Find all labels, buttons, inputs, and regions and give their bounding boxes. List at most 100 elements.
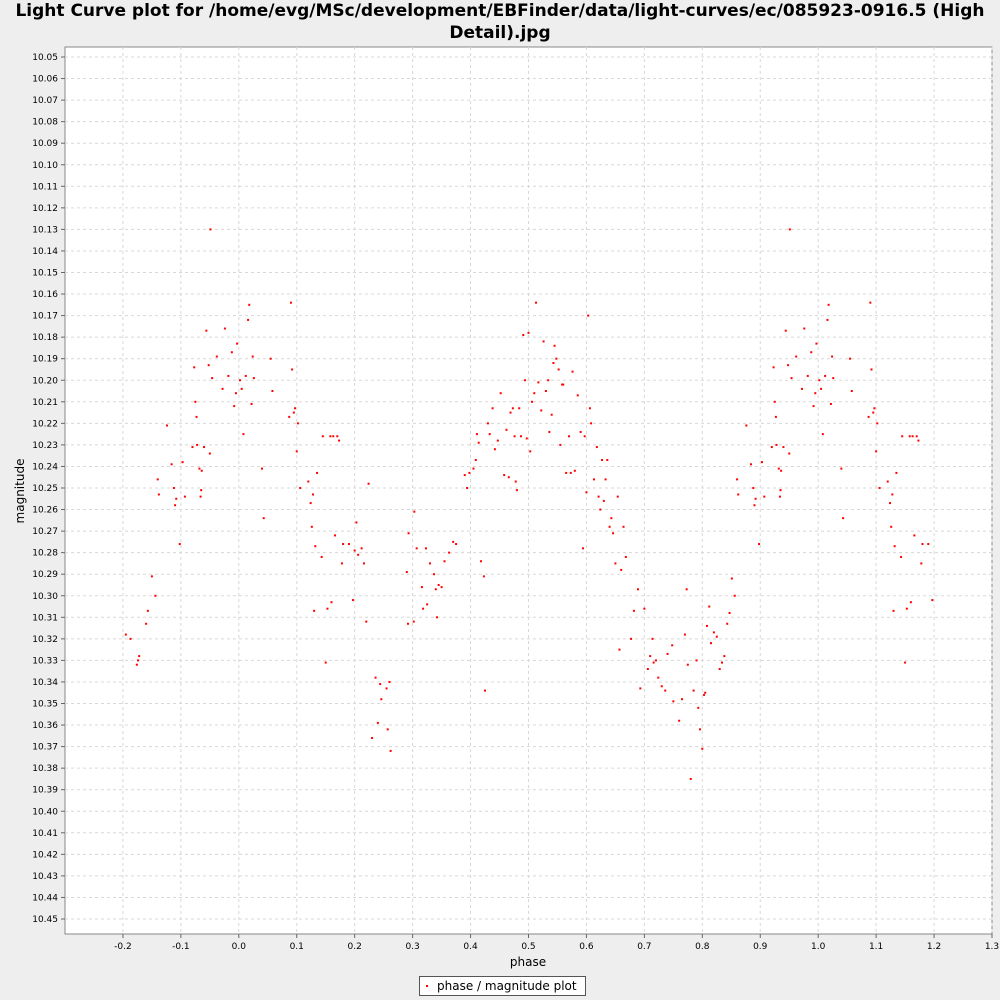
x-tick-label: 1.2 xyxy=(927,942,941,952)
data-point xyxy=(547,379,550,382)
data-point xyxy=(251,355,254,358)
data-point xyxy=(221,387,224,390)
data-point xyxy=(555,357,558,360)
data-point xyxy=(618,648,621,651)
data-point xyxy=(867,415,870,418)
data-point xyxy=(209,228,212,231)
data-point xyxy=(610,517,613,520)
data-point xyxy=(824,374,827,377)
data-point xyxy=(426,603,429,606)
y-tick-label: 10.31 xyxy=(32,613,58,623)
data-point xyxy=(515,489,518,492)
data-point xyxy=(849,357,852,360)
data-point xyxy=(826,318,829,321)
data-point xyxy=(244,374,247,377)
data-point xyxy=(146,609,149,612)
data-point xyxy=(686,663,689,666)
data-point xyxy=(389,749,392,752)
data-point xyxy=(620,568,623,571)
data-point xyxy=(850,390,853,393)
data-point xyxy=(614,562,617,565)
data-point xyxy=(238,379,241,382)
data-point xyxy=(736,478,739,481)
data-point xyxy=(875,450,878,453)
data-point xyxy=(135,663,138,666)
y-tick-label: 10.43 xyxy=(32,872,58,882)
data-point xyxy=(519,435,522,438)
axis-ticks: -0.2 -0.1 0.0 0.1 0.2 0.3 0.4 0.5 0.6 0.7 0.8 0.9 1.… xyxy=(32,53,999,952)
data-point xyxy=(840,467,843,470)
data-point xyxy=(289,301,292,304)
data-point xyxy=(649,655,652,658)
data-point xyxy=(870,368,873,371)
data-point xyxy=(559,443,562,446)
data-point xyxy=(698,728,701,731)
data-point xyxy=(320,555,323,558)
y-tick-label: 10.45 xyxy=(32,915,58,925)
data-point xyxy=(250,402,253,405)
x-tick-label: 0.9 xyxy=(753,942,768,952)
data-point xyxy=(891,493,894,496)
data-point xyxy=(821,433,824,436)
data-point xyxy=(917,439,920,442)
data-point xyxy=(440,586,443,589)
chart-title-line-1: Light Curve plot for /home/evg/MSc/devel… xyxy=(15,1,985,21)
data-point xyxy=(561,383,564,386)
data-point xyxy=(890,525,893,528)
data-point xyxy=(376,721,379,724)
data-point xyxy=(548,430,551,433)
data-point xyxy=(313,609,316,612)
data-point xyxy=(810,351,813,354)
data-point xyxy=(612,532,615,535)
data-point xyxy=(571,370,574,373)
data-point xyxy=(271,390,274,393)
data-point xyxy=(646,668,649,671)
data-point xyxy=(737,493,740,496)
legend-marker xyxy=(426,985,428,987)
data-point xyxy=(463,474,466,477)
data-point xyxy=(904,661,907,664)
data-point xyxy=(413,510,416,513)
data-point xyxy=(484,689,487,692)
y-tick-label: 10.07 xyxy=(32,96,58,106)
data-point xyxy=(527,331,530,334)
data-point xyxy=(288,415,291,418)
data-point xyxy=(774,415,777,418)
data-point xyxy=(608,525,611,528)
data-point xyxy=(200,469,203,472)
data-point xyxy=(211,377,214,380)
data-point xyxy=(779,489,782,492)
data-point xyxy=(175,497,178,500)
data-point xyxy=(443,560,446,563)
data-point xyxy=(196,443,199,446)
data-point xyxy=(247,318,250,321)
data-point xyxy=(818,379,821,382)
x-tick-label: 0.2 xyxy=(348,942,362,952)
y-tick-label: 10.42 xyxy=(32,850,58,860)
y-tick-label: 10.13 xyxy=(32,225,58,235)
data-point xyxy=(522,333,525,336)
data-point xyxy=(174,504,177,507)
x-tick-label: 0.0 xyxy=(232,942,247,952)
data-point xyxy=(812,405,815,408)
y-tick-label: 10.14 xyxy=(32,247,58,257)
y-tick-label: 10.23 xyxy=(32,441,58,451)
data-point xyxy=(424,547,427,550)
data-point xyxy=(388,680,391,683)
data-point xyxy=(407,532,410,535)
data-point xyxy=(145,622,148,625)
data-point xyxy=(178,543,181,546)
data-point xyxy=(488,433,491,436)
y-tick-label: 10.08 xyxy=(32,118,58,128)
data-point xyxy=(842,517,845,520)
y-tick-label: 10.29 xyxy=(32,570,58,580)
data-point xyxy=(583,435,586,438)
data-point xyxy=(493,448,496,451)
data-point xyxy=(340,562,343,565)
data-point xyxy=(479,560,482,563)
y-tick-label: 10.21 xyxy=(32,398,58,408)
data-point xyxy=(530,400,533,403)
data-point xyxy=(672,700,675,703)
data-point xyxy=(330,601,333,604)
data-point xyxy=(931,599,934,602)
